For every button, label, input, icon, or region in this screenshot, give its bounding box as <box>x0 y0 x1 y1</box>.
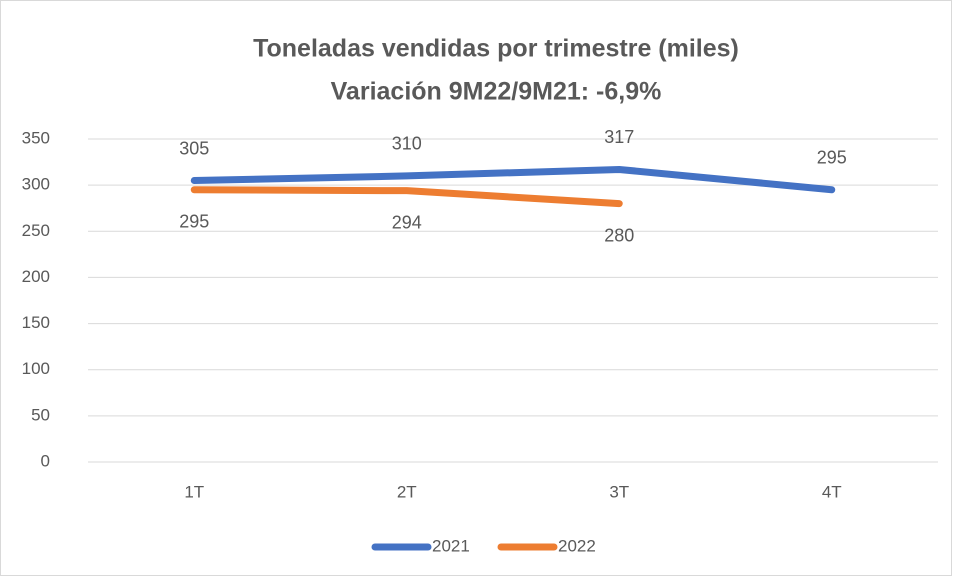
y-tick-label: 300 <box>22 175 50 194</box>
legend-label: 2022 <box>558 536 596 555</box>
data-label: 317 <box>604 127 634 147</box>
x-tick-label: 2T <box>397 482 417 501</box>
y-tick-label: 0 <box>41 451 50 470</box>
chart-title: Toneladas vendidas por trimestre (miles) <box>253 35 739 63</box>
y-tick-label: 150 <box>22 313 50 332</box>
x-tick-label: 3T <box>609 482 629 501</box>
y-tick-label: 50 <box>31 405 50 424</box>
series-line <box>190 186 623 208</box>
data-label: 294 <box>392 212 422 232</box>
y-tick-label: 350 <box>22 128 50 147</box>
series-line <box>190 165 836 194</box>
y-tick-label: 100 <box>22 359 50 378</box>
data-label: 280 <box>604 225 634 245</box>
data-label: 295 <box>817 148 847 168</box>
data-label: 305 <box>179 138 209 158</box>
chart-subtitle: Variación 9M22/9M21: -6,9% <box>331 78 662 106</box>
x-tick-label: 4T <box>822 482 842 501</box>
data-label: 295 <box>179 212 209 232</box>
y-tick-label: 250 <box>22 221 50 240</box>
data-label: 310 <box>392 134 422 154</box>
y-tick-label: 200 <box>22 267 50 286</box>
x-tick-label: 1T <box>184 482 204 501</box>
legend-label: 2021 <box>432 536 470 555</box>
